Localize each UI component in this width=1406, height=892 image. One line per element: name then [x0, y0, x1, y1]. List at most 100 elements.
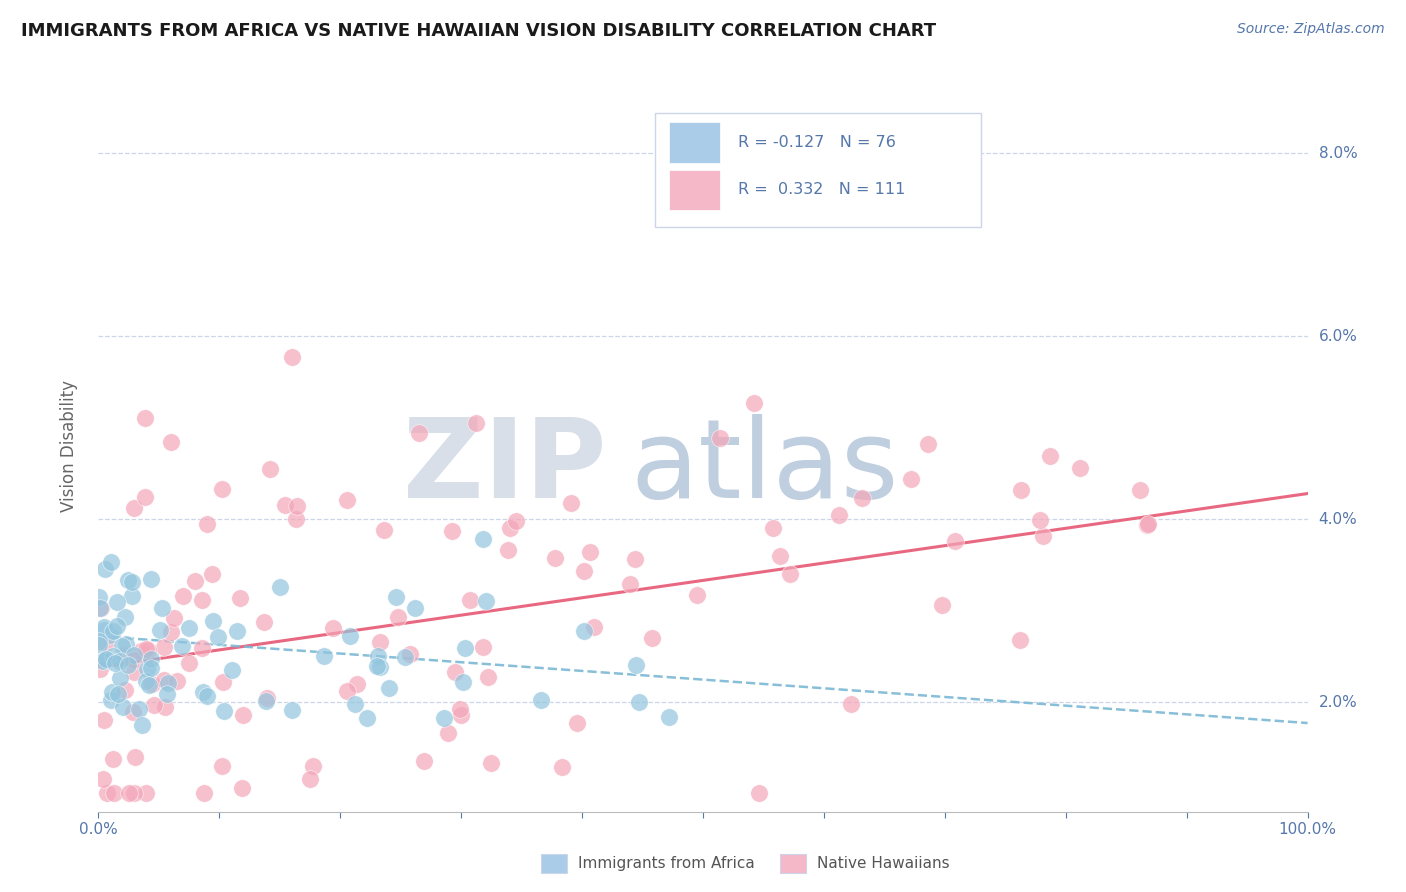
Point — [89, 601, 111, 615]
Point — [153, 673, 176, 687]
Point — [779, 567, 801, 582]
Point — [339, 629, 361, 643]
Point — [464, 416, 486, 430]
Point — [686, 588, 709, 602]
Text: R = -0.127   N = 76: R = -0.127 N = 76 — [738, 135, 896, 150]
Point — [172, 639, 194, 653]
Point — [579, 544, 602, 558]
Point — [212, 674, 235, 689]
Point — [742, 396, 765, 410]
Point — [121, 575, 143, 590]
Point — [117, 657, 139, 672]
Point — [259, 462, 281, 476]
Point — [163, 611, 186, 625]
Point — [134, 411, 156, 425]
Point — [1029, 513, 1052, 527]
Point — [191, 684, 214, 698]
Point — [1129, 483, 1152, 497]
Point — [156, 687, 179, 701]
Point — [183, 574, 205, 588]
Point — [496, 542, 519, 557]
Point — [160, 625, 183, 640]
Point — [623, 551, 645, 566]
Bar — [669, 122, 720, 162]
Text: 2.0%: 2.0% — [1319, 695, 1357, 709]
FancyBboxPatch shape — [655, 113, 981, 227]
Point — [87, 633, 110, 648]
Point — [87, 591, 110, 605]
Point — [103, 787, 125, 801]
Point — [221, 663, 243, 677]
Point — [544, 550, 567, 565]
Point — [141, 573, 163, 587]
Point — [273, 498, 295, 512]
Point — [582, 620, 605, 634]
Point — [475, 594, 498, 608]
Point — [299, 772, 322, 786]
Point — [253, 615, 276, 629]
Point — [1010, 483, 1032, 498]
Point — [101, 752, 124, 766]
Text: Native Hawaiians: Native Hawaiians — [817, 856, 949, 871]
Point — [138, 678, 160, 692]
Point — [280, 351, 302, 365]
Point — [111, 700, 134, 714]
Point — [105, 594, 128, 608]
Point — [226, 624, 249, 639]
Point — [124, 749, 146, 764]
Bar — [669, 169, 720, 211]
Point — [232, 707, 254, 722]
Point — [100, 693, 122, 707]
Point — [108, 671, 131, 685]
Point — [399, 647, 422, 661]
Text: IMMIGRANTS FROM AFRICA VS NATIVE HAWAIIAN VISION DISABILITY CORRELATION CHART: IMMIGRANTS FROM AFRICA VS NATIVE HAWAIIA… — [21, 22, 936, 40]
Point — [367, 648, 389, 663]
Point — [346, 676, 368, 690]
Point — [129, 644, 152, 658]
Point — [207, 630, 229, 644]
Point — [900, 472, 922, 486]
Point — [285, 499, 308, 513]
Point — [93, 623, 115, 637]
Point — [385, 591, 408, 605]
Point — [499, 521, 522, 535]
Point — [93, 772, 115, 786]
Point — [368, 659, 391, 673]
Point — [368, 635, 391, 649]
Point — [136, 642, 159, 657]
Point — [254, 693, 277, 707]
Text: 8.0%: 8.0% — [1319, 146, 1357, 161]
Point — [709, 431, 731, 445]
Text: Immigrants from Africa: Immigrants from Africa — [578, 856, 755, 871]
Point — [336, 493, 359, 508]
Point — [444, 665, 467, 679]
Point — [96, 787, 118, 801]
Text: 4.0%: 4.0% — [1319, 512, 1357, 526]
Point — [135, 673, 157, 688]
Point — [159, 435, 181, 450]
Point — [231, 780, 253, 795]
Point — [91, 654, 114, 668]
Point — [551, 760, 574, 774]
Point — [472, 532, 495, 546]
Point — [149, 623, 172, 637]
Point — [114, 610, 136, 624]
Point — [574, 624, 596, 639]
Point — [201, 615, 224, 629]
Point — [373, 523, 395, 537]
Point — [108, 654, 131, 668]
Point — [1136, 516, 1159, 531]
Point — [195, 516, 218, 531]
Point — [195, 689, 218, 703]
Point — [314, 648, 336, 663]
Point — [100, 555, 122, 569]
Point — [1136, 517, 1159, 532]
Point — [122, 648, 145, 662]
Point — [628, 695, 651, 709]
Point — [135, 787, 157, 801]
Point — [572, 564, 595, 578]
Point — [441, 524, 464, 539]
Point — [387, 609, 409, 624]
Point — [98, 628, 121, 642]
Point — [228, 591, 250, 606]
